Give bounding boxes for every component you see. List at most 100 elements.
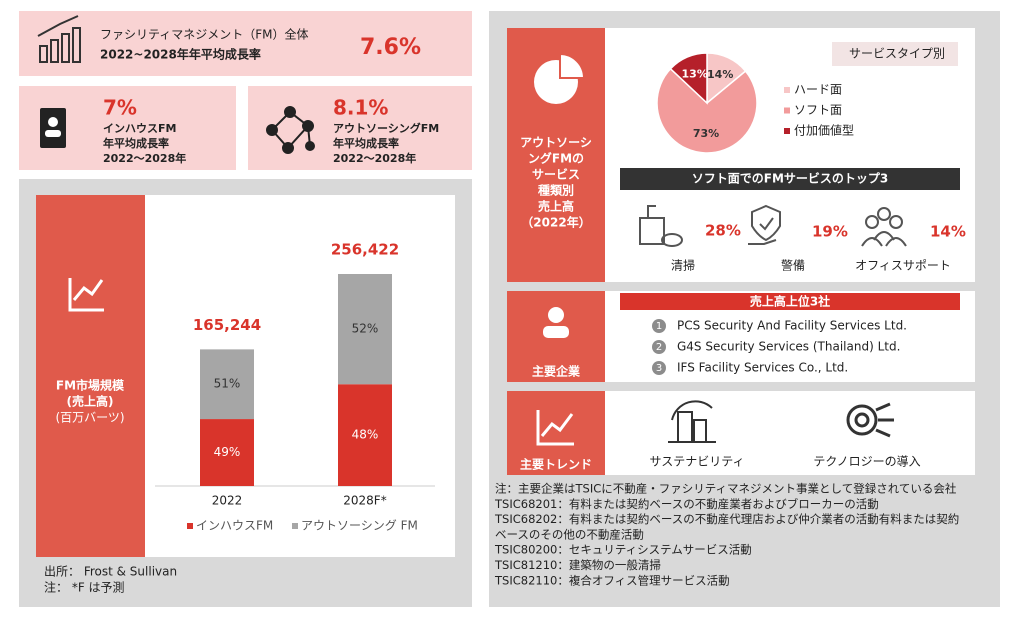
total-label: 165,244 [193,316,261,334]
kpi-box [248,86,472,170]
side-label: (百万バーツ) [55,411,124,425]
side-label: 主要企業 [532,364,581,379]
side-label-line: サービス [532,167,580,182]
company-name: IFS Facility Services Co., Ltd. [677,361,848,375]
rank: 3 [656,363,662,374]
x-tick-label: 2022 [212,494,243,508]
legend-swatch [784,128,790,134]
note-line: TSIC68202：有料または契約ベースの不動産代理店および仲介業者の活動有料ま… [494,512,959,526]
header-box [19,11,472,76]
network-icon [266,106,315,154]
note-line: TSIC81210：建築物の一般清掃 [494,558,661,572]
header-title: ファシリティマネジメント（FM）全体 [100,27,309,42]
kpi-value: 8.1% [333,96,388,120]
side-label-line: （2022年） [521,215,590,230]
note-line: TSIC80200：セキュリティシステムサービス活動 [494,543,752,557]
section-header [620,168,960,190]
side-label: 主要トレンド [520,457,592,472]
line-chart-icon [68,278,104,312]
total-label: 256,422 [331,241,399,259]
office-icon [861,207,907,247]
security-icon [748,204,781,245]
bar-segment [200,349,254,420]
note-line: ベースのその他の不動産活動 [495,527,644,541]
trend-label: テクノロジーの導入 [813,455,920,469]
legend-swatch [784,107,790,114]
bar-segment [200,419,254,486]
kpi-label: アウトソーシングFM [333,121,439,135]
legend-label: ソフト面 [794,103,842,117]
x-tick-label: 2028F* [343,494,386,508]
technology-icon [846,402,894,438]
top3-value: 28% [705,222,741,240]
company-name: G4S Security Services (Thailand) Ltd. [677,340,900,354]
kpi-value: 7% [103,96,137,120]
top3-label: オフィスサポート [855,259,951,273]
section-header-text: 売上高上位3社 [750,294,830,309]
side-label-line: アウトソーシ [520,136,592,150]
segment-label: 52% [352,322,379,336]
pie-slice [656,67,758,154]
legend-label: ハード面 [794,83,842,97]
top3-value: 19% [812,223,848,241]
pie-label: 14% [707,68,733,81]
legend-label: アウトソーシング FM [301,519,418,533]
side-label-line: ングFMの [528,151,584,166]
kpi-label: 2022～2028年 [333,151,416,165]
kpi-label: インハウスFM [103,122,176,135]
note-line: TSIC82110：複合オフィス管理サービス活動 [494,573,730,587]
trend-icon [536,410,574,446]
header-value: 7.6% [360,35,421,60]
legend-swatch [292,523,298,529]
top3-label: 警備 [781,258,805,273]
legend-label: インハウスFM [196,519,273,533]
section-box [605,28,975,282]
pie-title: サービスタイプ別 [849,47,945,61]
pie-label: 13% [682,68,708,81]
rank-badge [652,361,666,375]
note-line: TSIC68201：有料または契約ベースの不動産業者およびブローカーの活動 [494,497,879,511]
kpi-label: 年平均成長率 [333,136,399,150]
section-box [605,391,975,475]
bar-segment [338,274,392,385]
legend-swatch [784,87,790,93]
segment-label: 49% [214,445,241,459]
rank: 2 [656,342,662,353]
header-title: 2022~2028年年平均成長率 [100,47,261,62]
rank-badge [652,319,666,333]
segment-label: 48% [352,428,379,442]
person-icon [543,307,569,338]
pie-slice [669,52,708,105]
rank-badge [652,340,666,354]
source-note: 注： *F は予測 [44,580,125,595]
trend-label: サステナビリティ [649,455,744,469]
tag [832,42,958,66]
growth-icon [37,15,81,63]
section-header-text: ソフト面でのFMサービスのトップ3 [692,171,889,186]
legend-label: 付加価値型 [794,123,854,138]
rank: 1 [656,321,662,332]
note-line: 注：主要企業はTSICに不動産・ファシリティマネジメント事業として登録されている… [495,482,957,496]
pie-icon [534,52,586,104]
contact-icon [40,108,66,148]
kpi-label: 2022～2028年 [103,151,186,165]
segment-label: 51% [214,377,241,391]
bar-segment [338,384,392,486]
top3-value: 14% [930,223,966,241]
side-label-line: 種類別 [538,183,574,198]
side-label: FM市場規模 [56,378,125,393]
sustainability-icon [668,400,716,443]
section-header [620,293,960,310]
top3-label: 清掃 [671,258,695,273]
side-label-box [36,195,145,557]
kpi-label: 年平均成長率 [103,136,169,150]
side-label: (売上高) [67,394,114,409]
side-label-line: 売上高 [538,199,574,214]
legend-swatch [187,523,193,529]
cleaning-icon [639,205,683,247]
pie-label: 73% [693,127,719,140]
source: 出所： Frost & Sullivan [44,565,177,579]
side-label-box [507,391,605,475]
company-name: PCS Security And Facility Services Ltd. [677,319,907,333]
